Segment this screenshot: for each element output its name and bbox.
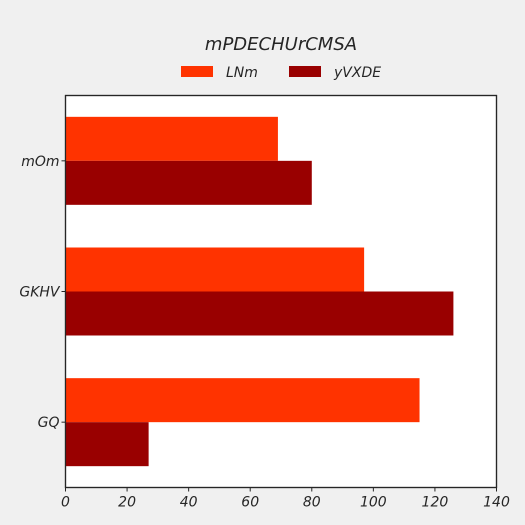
x-axis-tick-labels: 0 20 40 60 80 100 120 140 [61, 487, 510, 511]
legend: LNm yVXDE [181, 65, 381, 81]
chart-title: mPDECHUrCMSA [205, 34, 357, 55]
bar-lnm-gq [65, 378, 420, 423]
y-tick-label: GKHV [19, 285, 61, 301]
bar-lnm-mom [65, 116, 278, 161]
bar-yvxde-gkhv [65, 291, 454, 336]
x-tick-label: 0 [61, 495, 70, 511]
y-tick-label: mOm [21, 154, 59, 170]
x-tick-label: 120 [422, 495, 449, 511]
bar-yvxde-gq [65, 422, 149, 467]
x-tick-label: 140 [483, 495, 510, 511]
x-tick-label: 80 [303, 495, 321, 511]
bars [65, 116, 454, 467]
legend-label-yvxde: yVXDE [333, 65, 381, 81]
x-tick-label: 60 [241, 495, 259, 511]
x-tick-label: 20 [118, 495, 136, 511]
legend-swatch-yvxde [289, 66, 321, 77]
legend-swatch-lnm [181, 66, 213, 77]
bar-yvxde-mom [65, 160, 312, 205]
x-tick-label: 100 [360, 495, 387, 511]
y-tick-label: GQ [38, 415, 60, 431]
bar-lnm-gkhv [65, 247, 365, 292]
legend-label-lnm: LNm [226, 65, 258, 81]
y-axis-tick-labels: mOm GKHV GQ [19, 154, 66, 431]
x-tick-label: 40 [180, 495, 198, 511]
